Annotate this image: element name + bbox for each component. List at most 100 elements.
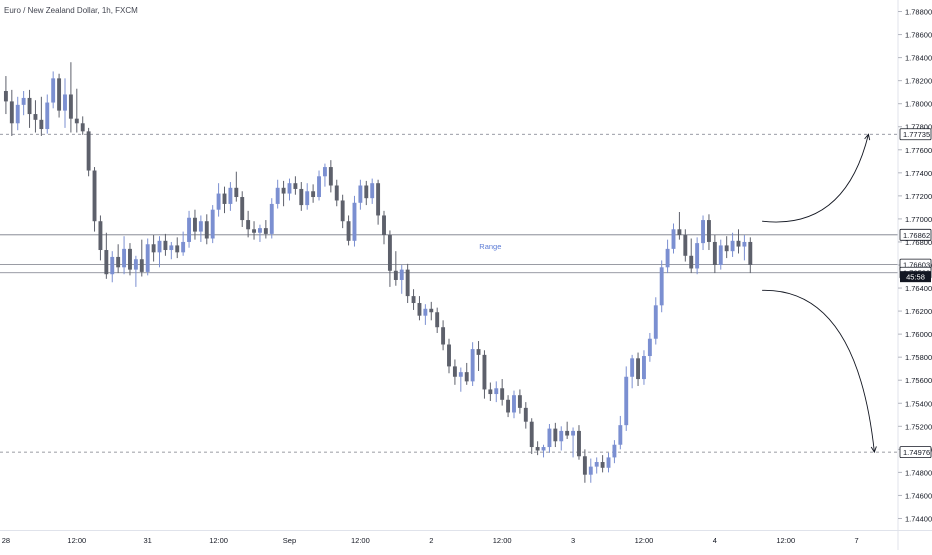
y-tick-label: 1.77600 [905, 146, 932, 155]
candle-body [464, 372, 469, 382]
time-axis: 28 12:00 31 12:00 Sep 12:00 2 12:00 3 12:00 4 12:00… [2, 536, 859, 545]
x-tick-label: 12:00 [493, 536, 512, 545]
candle-body [565, 430, 570, 436]
candle-body [647, 338, 652, 357]
candle-body [299, 188, 304, 206]
candle-body [122, 248, 127, 268]
y-tick-label: 1.74400 [905, 514, 932, 523]
candle-body [577, 430, 581, 457]
candle-body [240, 197, 245, 221]
y-tick-label: 1.75400 [905, 399, 932, 408]
y-tick-label: 1.77000 [905, 215, 932, 224]
y-tick-label: 1.78000 [905, 100, 932, 109]
y-tick-label: 1.75600 [905, 376, 932, 385]
candle-body [706, 220, 711, 242]
candle-body [624, 376, 629, 426]
candle-body [553, 428, 558, 442]
candle-body [216, 193, 221, 210]
y-tick-label: 1.78400 [905, 54, 932, 63]
candle-body [257, 228, 262, 233]
y-tick-label: 1.74800 [905, 468, 932, 477]
candle-body [317, 176, 321, 198]
lower-target-line-label: 1.74976 [903, 448, 930, 457]
candle-body [582, 456, 587, 475]
candle-body [405, 269, 410, 297]
candle-body [228, 187, 233, 204]
candle-body [68, 94, 73, 119]
candle-body [181, 241, 186, 253]
candle-body [742, 241, 747, 247]
candle-body [39, 119, 44, 130]
candle-body [110, 256, 115, 275]
candle-body [334, 185, 339, 201]
candle-body [346, 221, 351, 241]
candle-body [642, 356, 646, 380]
candle-body [9, 101, 14, 124]
candle-body [659, 267, 664, 306]
candle-body [447, 344, 451, 367]
candle-body [630, 358, 635, 377]
y-tick-label: 1.77200 [905, 192, 932, 201]
y-tick-label: 1.76800 [905, 238, 932, 247]
candle-body [15, 104, 20, 124]
y-tick-label: 1.76400 [905, 284, 932, 293]
candle-body [482, 354, 487, 390]
candle-body [523, 407, 528, 422]
candle-body [151, 244, 156, 253]
candle-body [399, 269, 404, 280]
x-tick-label: 28 [2, 536, 10, 545]
candle-body [86, 131, 91, 171]
candle-body [559, 430, 564, 442]
candle-body [517, 395, 522, 408]
x-tick-label: 12:00 [635, 536, 654, 545]
candle-body [128, 248, 132, 270]
candle-body [701, 220, 705, 244]
candle-body [169, 245, 174, 251]
arrow-up-curve [762, 134, 869, 223]
candle-body [116, 256, 121, 268]
x-tick-label: 2 [429, 536, 433, 545]
candle-body [175, 245, 180, 253]
symbol-title[interactable]: Euro / New Zealand Dollar, 1h, FXCM [4, 6, 138, 15]
candle-body [411, 296, 416, 304]
candle-body [210, 209, 215, 239]
candle-body [636, 358, 641, 380]
candle-body [665, 248, 670, 268]
candle-body [441, 327, 446, 345]
candle-body [311, 191, 316, 198]
candle-body [512, 395, 516, 413]
candle-body [222, 193, 227, 204]
candle-body [263, 228, 268, 234]
y-tick-label: 1.77400 [905, 169, 932, 178]
y-tick-label: 1.78800 [905, 8, 932, 17]
candle-body [393, 270, 398, 280]
candle-body [683, 235, 688, 256]
x-tick-label: Sep [283, 536, 296, 545]
level-lines [0, 133, 898, 453]
candle-body [387, 235, 392, 271]
candle-body [458, 372, 463, 377]
candle-body [305, 191, 310, 206]
candle-body [730, 240, 735, 252]
candle-body [748, 241, 753, 265]
candle-body [541, 447, 546, 451]
candle-body [139, 259, 144, 272]
arrow-up-curve-head [864, 133, 871, 141]
candle-body [382, 215, 386, 236]
y-tick-label: 1.76200 [905, 307, 932, 316]
candle-body [476, 349, 481, 355]
y-tick-label: 1.74600 [905, 491, 932, 500]
candle-body [51, 78, 56, 103]
candle-body [429, 308, 434, 313]
candle-body [80, 123, 85, 132]
candle-body [328, 167, 333, 186]
candle-body [653, 305, 658, 339]
candle-body [370, 183, 375, 199]
candle-body [423, 308, 428, 316]
x-tick-label: 3 [571, 536, 575, 545]
candle-body [269, 203, 274, 234]
